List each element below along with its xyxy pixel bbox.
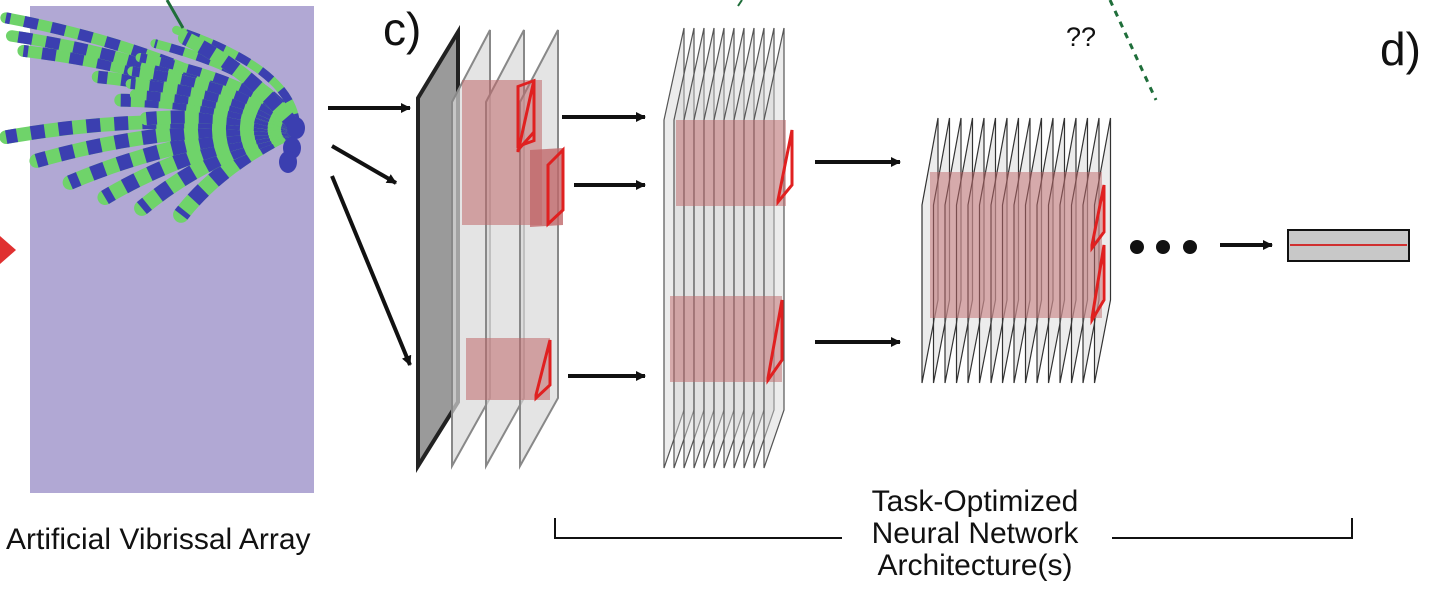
network-caption-line-2: Neural Network bbox=[871, 517, 1079, 550]
panel-label-c: c) bbox=[383, 3, 422, 55]
whisker-base-1 bbox=[287, 117, 305, 139]
arrow-2 bbox=[330, 144, 398, 185]
kernel-bottom-icon bbox=[534, 339, 552, 402]
layer3-region-bottom bbox=[930, 252, 1102, 318]
input-arrows bbox=[328, 103, 412, 366]
whisker-18-stripes bbox=[174, 26, 301, 129]
layer3-region-top bbox=[930, 172, 1102, 252]
whisker-3-stripes bbox=[101, 120, 298, 204]
layer2-region-top bbox=[676, 120, 786, 206]
network-caption-line-1: Task-Optimized bbox=[871, 485, 1079, 518]
vibrissal-array-panel bbox=[0, 0, 314, 493]
dashed-connector-right bbox=[1108, 0, 1158, 101]
kernel-mid-icon bbox=[546, 146, 565, 228]
layer-stack-2 bbox=[663, 27, 794, 469]
layer2-kernel-bottom-icon bbox=[766, 299, 784, 385]
red-pointer-icon bbox=[0, 236, 16, 264]
whisker-9-stripes bbox=[97, 70, 299, 134]
panel-label-d: d) bbox=[1380, 23, 1421, 75]
kernel-top-frame-icon bbox=[516, 78, 536, 149]
whisker-14-stripes bbox=[130, 78, 299, 133]
arrow-3 bbox=[330, 175, 412, 366]
whisker-8-stripes bbox=[120, 93, 298, 135]
question-marks: ?? bbox=[1066, 22, 1097, 52]
whisker-13-stripes bbox=[134, 89, 299, 133]
ellipsis-dots-icon bbox=[1130, 240, 1197, 254]
output-vector-box-icon bbox=[1287, 229, 1410, 262]
layer3-kernel-top-icon bbox=[1090, 184, 1106, 253]
array-caption: Artificial Vibrissal Array bbox=[6, 523, 311, 556]
whisker-base-3 bbox=[279, 151, 297, 173]
layer2-region-bottom bbox=[670, 296, 782, 382]
network-caption: Task-Optimized Neural Network Architectu… bbox=[830, 486, 1120, 582]
whisker-top bbox=[178, 31, 303, 135]
whisker-group bbox=[0, 12, 305, 223]
dashed-connector-top-left bbox=[165, 0, 185, 29]
whisker-15-stripes bbox=[131, 66, 300, 132]
network-bracket bbox=[554, 518, 1353, 539]
dashed-connector-top bbox=[737, 0, 743, 7]
layer-stack-1 bbox=[416, 24, 565, 473]
layer-stack-3 bbox=[921, 117, 1112, 384]
whisker-2-stripes bbox=[136, 120, 299, 215]
whisker-16-stripes bbox=[139, 53, 300, 131]
network-caption-line-3: Architecture(s) bbox=[877, 549, 1073, 582]
layer3-kernel-bottom-icon bbox=[1090, 244, 1106, 326]
layer-arrows bbox=[562, 112, 1273, 381]
layer2-kernel-top-icon bbox=[776, 129, 794, 207]
